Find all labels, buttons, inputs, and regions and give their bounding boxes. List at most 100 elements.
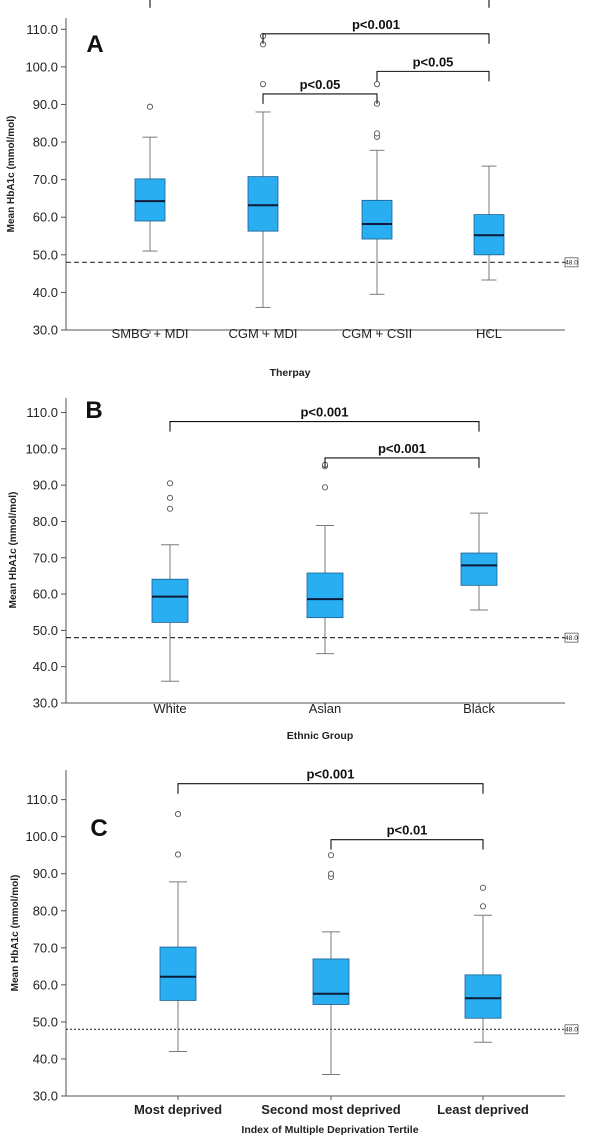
bracket-line (324, 457, 480, 468)
y-tick-label: 110.0 (26, 405, 58, 420)
p-value-label: p<0.001 (378, 441, 426, 456)
panel-label: B (85, 397, 102, 424)
box-2 (312, 852, 350, 1076)
x-category-label: Black (463, 701, 495, 716)
outlier-point (166, 480, 174, 487)
p-value-label: p<0.01 (387, 823, 428, 838)
y-axis-title: Mean HbA1c (mmol/mol) (6, 116, 17, 233)
box-iqr (134, 178, 166, 222)
reference-label-box (564, 632, 579, 643)
y-tick-label: 60.0 (33, 977, 58, 992)
box-iqr (460, 552, 498, 586)
bracket-line (262, 33, 490, 44)
y-tick-label: 100.0 (25, 441, 58, 456)
significance-bracket: p<0.001 (262, 17, 490, 44)
bracket-line (262, 93, 378, 104)
y-tick-label: 70.0 (33, 940, 58, 955)
y-tick-label: 80.0 (33, 514, 58, 529)
x-category-label: Most deprived (134, 1102, 222, 1117)
y-tick-label: 40.0 (33, 1051, 58, 1066)
chart-panel-c: 30.0 40.0 50.0 60.0 70.0 80.0 90.0 100.0 110.0 Mo… (10, 767, 579, 1136)
y-tick-label: 30.0 (33, 696, 58, 711)
y-tick-label: 70.0 (33, 550, 58, 565)
y-tick-label: 40.0 (33, 659, 58, 674)
box-2 (247, 32, 279, 308)
box-1 (151, 480, 189, 682)
outlier-point (174, 811, 182, 818)
y-tick-label: 100.0 (25, 829, 58, 844)
significance-bracket: p<0.01 (149, 0, 490, 8)
x-category-label: Second most deprived (261, 1102, 400, 1117)
reference-line-label: 48.0 (565, 635, 578, 642)
reference-label-box (564, 257, 579, 268)
y-tick-label: 60.0 (33, 587, 58, 602)
box-3 (464, 884, 502, 1043)
box-3 (460, 512, 498, 611)
y-tick-label: 90.0 (33, 478, 58, 493)
box-iqr (464, 974, 502, 1019)
bracket-line (149, 0, 490, 8)
outlier-point (327, 852, 335, 859)
y-tick-label: 40.0 (33, 285, 58, 300)
reference-line-label: 48.0 (565, 1027, 578, 1034)
y-tick-label: 110.0 (26, 22, 58, 37)
box-iqr (361, 199, 393, 240)
x-axis-title: Ethnic Group (287, 730, 354, 742)
box-1 (159, 811, 197, 1053)
box-iqr (312, 958, 350, 1005)
y-tick-label: 110.0 (26, 792, 58, 807)
reference-label-box (564, 1024, 579, 1035)
outlier-point (373, 81, 381, 88)
bracket-line (169, 421, 480, 432)
y-axis-title: Mean HbA1c (mmol/mol) (10, 875, 21, 992)
y-tick-label: 30.0 (33, 1089, 58, 1104)
y-axis-title: Mean HbA1c (mmol/mol) (8, 492, 19, 609)
box-iqr (306, 572, 344, 619)
box-iqr (151, 578, 189, 623)
outlier-point (327, 870, 335, 877)
outlier-point (479, 884, 487, 891)
box-2 (306, 461, 344, 655)
y-tick-label: 100.0 (25, 59, 58, 74)
bracket-line (376, 70, 490, 82)
panel-label: C (90, 815, 107, 842)
box-iqr (247, 176, 279, 232)
x-category-label: Asian (309, 701, 342, 716)
y-tick-label: 50.0 (33, 1014, 58, 1029)
x-category-label: White (153, 701, 186, 716)
significance-bracket: p<0.001 (169, 405, 480, 432)
box-1 (134, 103, 166, 252)
significance-bracket: p<0.05 (262, 77, 378, 104)
p-value-label: p<0.05 (413, 54, 454, 69)
reference-line-label: 48.0 (565, 260, 578, 267)
outlier-point (373, 130, 381, 137)
y-tick-label: 60.0 (33, 210, 58, 225)
x-category-label: HCL (476, 326, 502, 341)
y-tick-label: 90.0 (33, 97, 58, 112)
significance-bracket: p<0.01 (330, 823, 484, 850)
x-category-label: SMBG + MDI (112, 326, 189, 341)
x-category-label: Least deprived (437, 1102, 529, 1117)
outlier-point (321, 484, 329, 491)
panel-label: A (86, 31, 103, 58)
p-value-label: p<0.001 (300, 405, 348, 420)
outlier-point (146, 103, 154, 110)
x-category-label: CGM + MDI (229, 326, 298, 341)
x-axis-title: Therpay (270, 367, 311, 379)
p-value-label: p<0.05 (300, 77, 341, 92)
outlier-point (166, 494, 174, 501)
x-category-label: CGM + CSII (342, 326, 412, 341)
y-tick-label: 90.0 (33, 866, 58, 881)
outlier-point (479, 903, 487, 910)
significance-bracket: p<0.001 (177, 767, 484, 794)
outlier-point (259, 81, 267, 88)
y-tick-label: 70.0 (33, 172, 58, 187)
y-tick-label: 50.0 (33, 247, 58, 262)
y-tick-label: 50.0 (33, 623, 58, 638)
chart-panel-b: 30.0 40.0 50.0 60.0 70.0 80.0 90.0 100.0 110.0 Wh… (8, 397, 579, 742)
box-4 (473, 165, 505, 281)
bracket-line (177, 783, 484, 794)
p-value-label: p<0.001 (352, 17, 400, 32)
significance-bracket: p<0.05 (376, 54, 490, 82)
